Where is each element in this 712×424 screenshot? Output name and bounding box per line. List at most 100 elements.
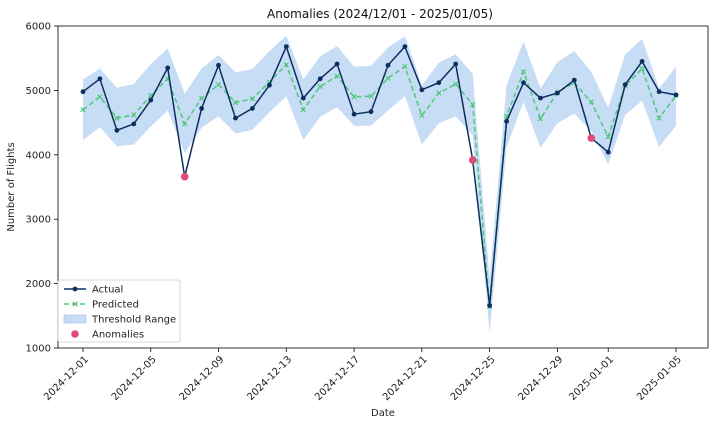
actual-point: [605, 149, 611, 155]
actual-point: [148, 97, 154, 103]
x-tick-label: 2024-12-21: [381, 354, 430, 403]
actual-point: [656, 89, 662, 95]
actual-point: [538, 95, 543, 101]
legend-box: [57, 279, 181, 343]
predicted-point: [232, 100, 239, 106]
actual-point: [385, 62, 391, 68]
actual-point: [673, 92, 679, 98]
predicted-point-mark: [419, 112, 425, 119]
actual-point: [300, 95, 306, 101]
predicted-point: [639, 65, 645, 72]
actual-point: [571, 77, 577, 83]
x-tick-label: 2024-12-13: [245, 354, 294, 403]
predicted-point-mark: [215, 81, 222, 88]
predicted-point: [97, 94, 103, 100]
anomaly-point: [587, 134, 596, 142]
actual-line: [82, 44, 677, 306]
predicted-point-mark: [605, 134, 611, 140]
threshold-band-layer: [83, 35, 676, 334]
legend: Actual Predicted Threshold Range Anomalies: [57, 279, 181, 343]
legend-label-actual: Actual: [92, 285, 123, 296]
predicted-point: [436, 90, 442, 96]
x-tick-label: 2024-12-25: [449, 354, 498, 403]
actual-point: [97, 76, 103, 82]
actual-point: [250, 106, 255, 111]
actual-point: [368, 109, 374, 115]
predicted-point-mark: [385, 75, 391, 81]
actual-point: [216, 62, 221, 68]
x-tick-label: 2025-01-01: [567, 354, 616, 403]
predicted-point: [537, 116, 544, 122]
predicted-point: [283, 62, 289, 68]
x-tick-label: 2024-12-29: [516, 354, 565, 403]
legend-actual-marker: [72, 286, 78, 292]
y-tick-label: 2000: [26, 279, 51, 290]
predicted-point: [80, 107, 86, 113]
anomaly-points-layer: [180, 134, 596, 181]
legend-predicted-marker: [72, 301, 78, 307]
predicted-point-mark: [588, 99, 594, 105]
predicted-point-mark: [503, 113, 510, 119]
predicted-point-mark: [182, 121, 188, 127]
actual-point: [267, 82, 272, 88]
predicted-point: [385, 75, 391, 81]
actual-point: [165, 65, 171, 71]
actual-point: [317, 76, 323, 82]
actual-point: [351, 111, 357, 117]
predicted-point: [402, 63, 408, 70]
legend-label-predicted: Predicted: [92, 300, 139, 311]
actual-point: [114, 127, 120, 133]
x-tick-label: 2025-01-05: [635, 354, 684, 403]
predicted-point: [317, 83, 323, 90]
predicted-point-mark: [114, 115, 120, 121]
predicted-point-mark: [131, 112, 137, 118]
predicted-point-mark: [249, 96, 256, 102]
legend-anomaly-marker: [71, 330, 79, 338]
predicted-point-mark: [283, 62, 289, 68]
actual-point: [419, 87, 425, 93]
x-tick-label: 2024-12-05: [110, 354, 159, 403]
actual-point: [521, 80, 526, 86]
predicted-point-mark: [520, 69, 527, 75]
predicted-point-mark: [656, 115, 662, 121]
actual-point: [639, 59, 645, 64]
predicted-point: [131, 112, 137, 118]
y-tick-label: 4000: [26, 150, 51, 161]
predicted-point: [605, 134, 611, 140]
y-axis: 1000 2000 3000 4000 5000 6000: [26, 22, 58, 355]
y-tick-label: 5000: [26, 86, 51, 97]
actual-point: [283, 44, 289, 49]
actual-point: [436, 80, 442, 86]
chart-title: Anomalies (2024/12/01 - 2025/01/05): [267, 7, 493, 21]
predicted-point-mark: [232, 100, 239, 106]
actual-point: [453, 61, 459, 67]
anomaly-point: [468, 156, 477, 164]
actual-point: [555, 90, 560, 96]
y-tick-label: 3000: [26, 215, 51, 226]
predicted-point: [520, 69, 527, 75]
predicted-point: [182, 121, 188, 127]
predicted-point: [470, 101, 476, 108]
threshold-band: [83, 35, 676, 334]
predicted-point-mark: [453, 81, 459, 87]
predicted-point: [351, 94, 357, 100]
predicted-point: [453, 81, 459, 87]
predicted-point: [300, 107, 306, 113]
predicted-point-mark: [537, 116, 544, 122]
actual-point: [334, 61, 340, 67]
y-axis-label: Number of Flights: [6, 142, 17, 231]
y-tick-label: 1000: [26, 344, 51, 355]
predicted-point: [334, 73, 340, 79]
predicted-point: [656, 115, 662, 121]
x-tick-label: 2024-12-09: [178, 354, 227, 403]
legend-item-anomalies: Anomalies: [71, 330, 144, 341]
predicted-point-mark: [300, 107, 306, 113]
actual-point: [622, 82, 628, 87]
legend-item-predicted: Predicted: [64, 300, 139, 311]
predicted-point-mark: [198, 95, 205, 101]
anomaly-point: [180, 172, 189, 181]
predicted-point: [198, 95, 205, 101]
predicted-point-mark: [368, 93, 374, 99]
predicted-point-mark: [148, 92, 154, 99]
legend-label-threshold: Threshold Range: [91, 315, 176, 326]
